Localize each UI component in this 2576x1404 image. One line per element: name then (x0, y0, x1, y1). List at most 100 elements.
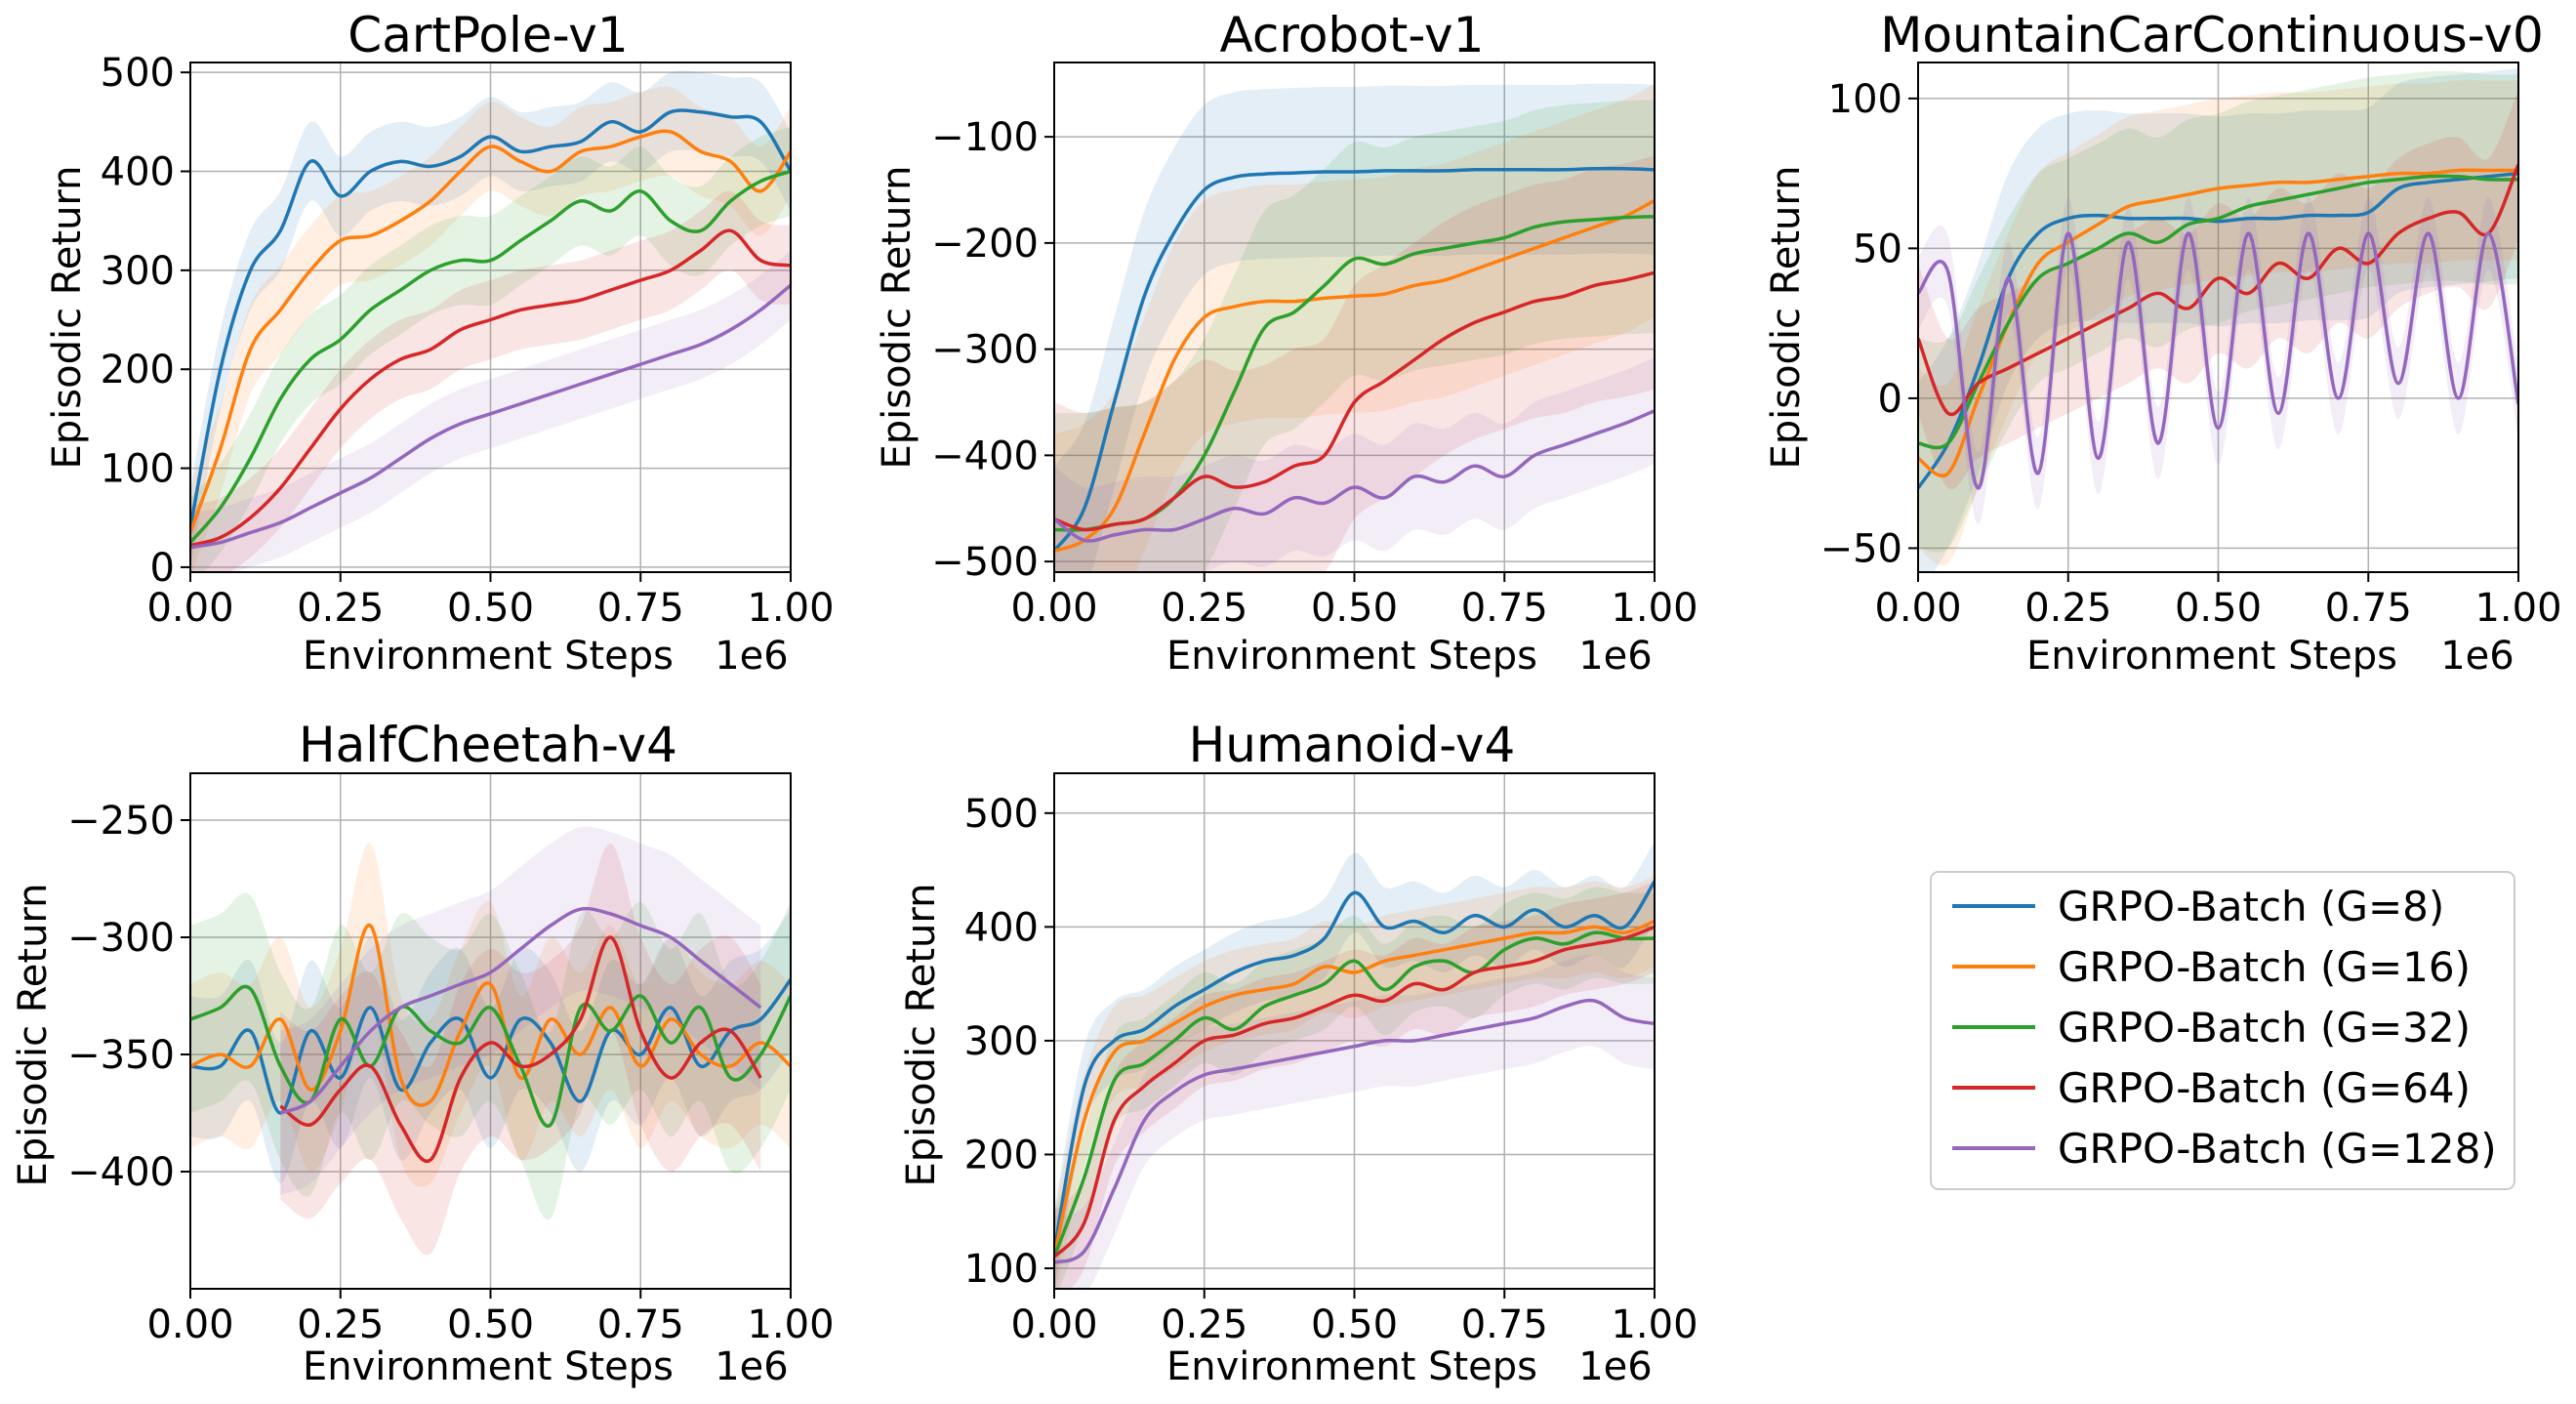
y-tick-label: 200 (964, 1133, 1039, 1177)
series-line (1054, 919, 1655, 1258)
x-tick-label: 0.00 (1010, 586, 1097, 631)
x-axis-label: Environment Steps (303, 1344, 674, 1389)
y-tick-label: 400 (964, 905, 1039, 950)
plot-area: 0.00 0.25 0.50 0.75 1.00 −400 −350 −300 −250 (67, 772, 835, 1347)
series-line (1054, 880, 1655, 1252)
y-tick-label: −100 (931, 115, 1039, 160)
x-tick-label: 0.75 (1461, 1302, 1548, 1347)
y-tick-label: −350 (67, 1033, 175, 1078)
legend-label: GRPO-Batch (G=16) (2058, 943, 2471, 991)
series-line (279, 935, 762, 1164)
series-line (1918, 163, 2518, 417)
series-line (190, 129, 791, 534)
y-tick-label: −400 (67, 1150, 175, 1195)
x-axis-label: Environment Steps (1166, 634, 1537, 679)
series-band (1054, 841, 1655, 1289)
series-line (190, 283, 791, 550)
legend-label: GRPO-Batch (G=8) (2058, 883, 2444, 930)
x-scale-note: 1e6 (715, 634, 789, 679)
series-line (190, 108, 791, 528)
plot-area: 0.00 0.25 0.50 0.75 1.00 −50 0 50 100 (1820, 62, 2562, 631)
series-line (190, 169, 791, 544)
y-tick-label: 100 (1828, 77, 1902, 122)
x-tick-label: 1.00 (747, 1302, 834, 1347)
y-tick-label: 500 (964, 792, 1039, 837)
panel-mountaincar: MountainCarContinuous-v0 0.00 0.25 0.50 0.7… (1764, 7, 2562, 679)
x-tick-label: 0.00 (1010, 1302, 1097, 1347)
x-axis-label: Environment Steps (2026, 634, 2397, 679)
y-tick-label: 0 (150, 546, 175, 591)
series-band (190, 909, 791, 1183)
panel-halfcheetah: HalfCheetah-v4 0.00 0.25 0.50 0.75 1.00 −400 −… (11, 717, 835, 1389)
series-line (190, 984, 791, 1129)
panel-humanoid: Humanoid-v4 0.00 0.25 0.50 0.75 1.00 100 200 30… (899, 717, 1698, 1389)
legend-entry: GRPO-Batch (G=32) (1952, 1004, 2471, 1052)
series-band (190, 86, 791, 572)
series-line (190, 228, 791, 548)
y-tick-label: 100 (101, 447, 175, 492)
x-tick-label: 0.25 (1161, 1302, 1247, 1347)
x-tick-label: 0.75 (597, 1302, 684, 1347)
plot-area: 0.00 0.25 0.50 0.75 1.00 100 200 300 400 500 (964, 772, 1698, 1347)
y-tick-label: 0 (1878, 377, 1902, 422)
legend-entry: GRPO-Batch (G=64) (1952, 1064, 2471, 1112)
x-scale-note: 1e6 (1578, 634, 1653, 679)
series-band (1918, 80, 2518, 566)
plot-area: 0.00 0.25 0.50 0.75 1.00 0 100 200 300 400 500 (101, 51, 835, 631)
x-tick-label: 0.50 (447, 1302, 534, 1347)
panel-title: CartPole-v1 (348, 7, 628, 63)
y-axis-label: Episodic Return (45, 165, 90, 469)
y-tick-label: −250 (67, 799, 175, 844)
series-line (279, 906, 762, 1115)
y-axis-label: Episodic Return (11, 883, 56, 1186)
panel-title: Humanoid-v4 (1189, 717, 1516, 773)
series-line (1918, 174, 2518, 450)
y-tick-label: 500 (101, 51, 175, 96)
x-scale-note: 1e6 (2440, 634, 2515, 679)
series-band (280, 843, 761, 1256)
x-tick-label: 0.50 (2175, 586, 2262, 631)
series-line (190, 924, 791, 1107)
x-tick-label: 0.25 (297, 586, 384, 631)
panel-cartpole: CartPole-v1 0.00 0.25 0.50 0.75 1.00 0 100 200 3… (45, 7, 835, 679)
series-line (1054, 930, 1655, 1259)
x-tick-label: 1.00 (1611, 1302, 1697, 1347)
y-tick-label: 300 (101, 249, 175, 294)
series-band (280, 826, 761, 1195)
y-tick-label: −300 (931, 328, 1039, 373)
series-line (1054, 270, 1655, 532)
series-line (1054, 998, 1655, 1264)
x-tick-label: 0.75 (1461, 586, 1548, 631)
x-tick-label: 1.00 (747, 586, 834, 631)
series-band (1054, 887, 1655, 1289)
series-line (1054, 198, 1655, 553)
x-axis-label: Environment Steps (303, 634, 674, 679)
legend-label: GRPO-Batch (G=64) (2058, 1064, 2471, 1112)
series-band (1918, 70, 2518, 553)
series-band (190, 126, 791, 572)
x-tick-label: 0.25 (1161, 586, 1247, 631)
series-band (190, 190, 791, 572)
y-axis-label: Episodic Return (875, 165, 920, 469)
plot-area: 0.00 0.25 0.50 0.75 1.00 −500 −400 −300 −200 −100 (931, 62, 1698, 631)
x-tick-label: 0.00 (146, 1302, 233, 1347)
x-scale-note: 1e6 (1578, 1344, 1653, 1389)
legend: GRPO-Batch (G=8) GRPO-Batch (G=16) GRPO-… (1930, 871, 2515, 1190)
panel-title: Acrobot-v1 (1220, 7, 1485, 63)
legend-label: GRPO-Batch (G=32) (2058, 1004, 2471, 1052)
y-tick-label: 100 (964, 1247, 1039, 1292)
x-axis-label: Environment Steps (1166, 1344, 1537, 1389)
legend-entry: GRPO-Batch (G=128) (1952, 1125, 2497, 1173)
legend-frame (1930, 871, 2515, 1190)
y-tick-label: 300 (964, 1019, 1039, 1064)
y-tick-label: −400 (931, 434, 1039, 478)
series-band (190, 843, 791, 1188)
x-tick-label: 0.25 (297, 1302, 384, 1347)
y-tick-label: −200 (931, 222, 1039, 267)
y-axis-label: Episodic Return (899, 883, 944, 1186)
series-band (1918, 197, 2518, 524)
y-tick-label: 200 (101, 348, 175, 392)
legend-label: GRPO-Batch (G=128) (2058, 1125, 2497, 1173)
x-tick-label: 0.00 (146, 586, 233, 631)
x-tick-label: 0.75 (597, 586, 684, 631)
